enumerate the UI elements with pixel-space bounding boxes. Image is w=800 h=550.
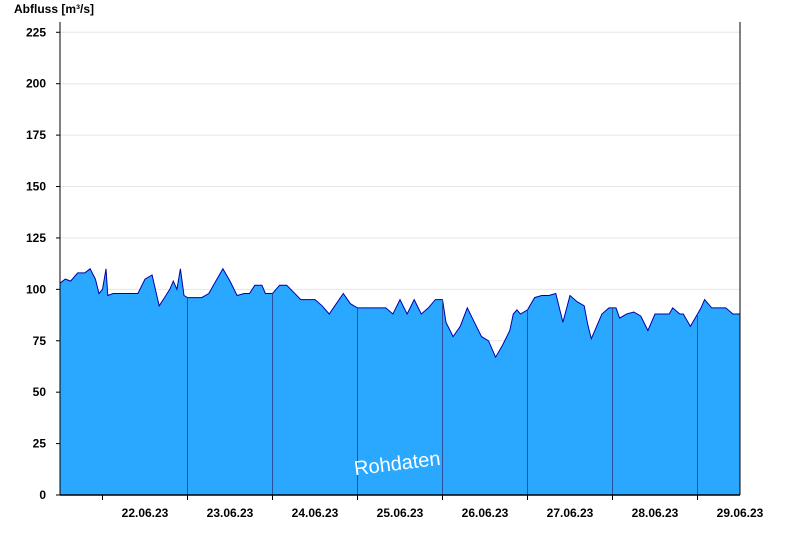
y-tick-labels: 0 25 50 75 100 125 150 175 200 225 xyxy=(26,25,46,502)
y-tick-label: 100 xyxy=(26,282,46,296)
x-tick-label: 23.06.23 xyxy=(207,506,254,520)
x-tick-label: 22.06.23 xyxy=(122,506,169,520)
x-tick-label: 27.06.23 xyxy=(547,506,594,520)
y-tick-label: 25 xyxy=(33,437,47,451)
y-tick-label: 225 xyxy=(26,25,46,39)
x-tick-label: 25.06.23 xyxy=(377,506,424,520)
discharge-line xyxy=(59,267,740,359)
x-tick-labels: 22.06.23 23.06.23 24.06.23 25.06.23 26.06.23… xyxy=(122,506,764,520)
x-tick-label: 28.06.23 xyxy=(632,506,679,520)
y-tick-label: 50 xyxy=(33,385,47,399)
y-axis-title: Abfluss [m³/s] xyxy=(14,2,94,16)
x-tick-label: 29.06.23 xyxy=(717,506,764,520)
day-boundary-lines xyxy=(187,293,698,495)
area-series xyxy=(59,267,740,495)
y-tick-label: 200 xyxy=(26,77,46,91)
y-tick-label: 75 xyxy=(33,334,47,348)
x-tick-label: 24.06.23 xyxy=(292,506,339,520)
x-tick-label: 26.06.23 xyxy=(462,506,509,520)
y-tick-label: 175 xyxy=(26,128,46,142)
discharge-area xyxy=(60,268,740,495)
y-tick-label: 125 xyxy=(26,231,46,245)
axes xyxy=(56,22,741,500)
y-tick-label: 0 xyxy=(39,488,46,502)
y-tick-label: 150 xyxy=(26,180,46,194)
